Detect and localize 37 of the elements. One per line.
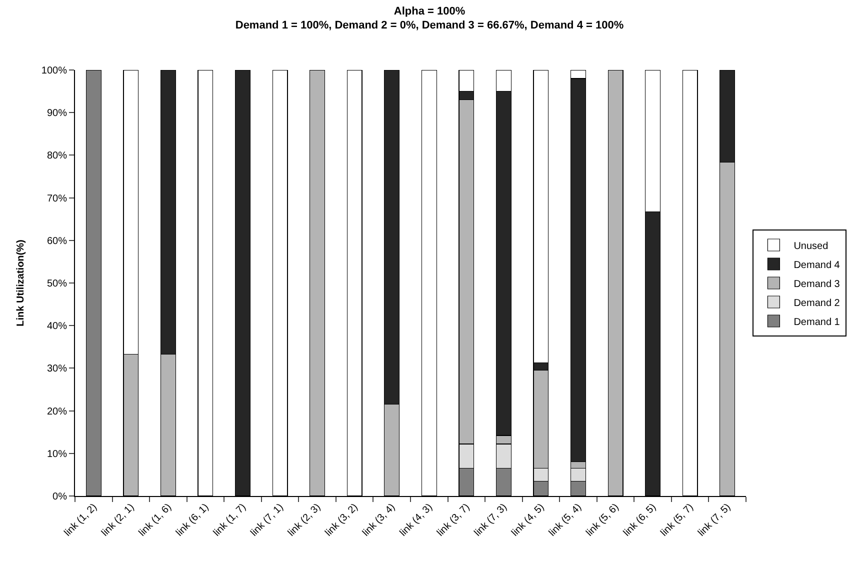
legend-label: Unused (794, 240, 828, 252)
y-tick-label: 60% (46, 236, 68, 247)
legend-label: Demand 4 (794, 260, 840, 271)
y-axis-title: Link Utilization(%) (15, 240, 26, 326)
y-tick-label: 0% (52, 492, 68, 502)
x-tick-label: link (3, 4) (360, 502, 398, 539)
x-tick-label: link (1, 7) (212, 502, 248, 539)
y-tick-label: 20% (46, 406, 68, 418)
x-tick-label: link (5, 7) (658, 502, 696, 539)
x-tick-label: link (4, 5) (510, 502, 547, 539)
x-tick-label: link (7, 3) (472, 502, 510, 539)
y-tick-label: 90% (46, 108, 68, 120)
y-tick-label: 70% (46, 193, 68, 204)
legend-label: Demand 2 (794, 298, 840, 309)
chart-subtitle: Demand 1 = 100%, Demand 2 = 0%, Demand 3 = 66.67%, Demand 4 = 100% (235, 20, 624, 32)
x-tick-label: link (6, 1) (174, 502, 212, 539)
x-tick-label: link (2, 3) (286, 502, 323, 539)
x-tick-label: link (1, 6) (136, 502, 174, 539)
y-tick-label: 40% (46, 321, 68, 332)
chart-title: Alpha = 100% (394, 5, 466, 18)
legend-label: Demand 3 (794, 278, 840, 290)
y-tick-label: 100% (41, 66, 68, 76)
x-tick-label: link (7, 1) (248, 502, 286, 539)
x-tick-label: link (1, 2) (62, 502, 100, 539)
x-tick-label: link (4, 3) (398, 502, 435, 539)
x-tick-label: link (2, 1) (100, 502, 137, 539)
x-tick-label: link (7, 5) (696, 502, 734, 539)
x-tick-label: link (5, 4) (547, 502, 584, 539)
y-tick-label: 80% (46, 150, 68, 162)
x-tick-label: link (6, 5) (622, 502, 658, 539)
y-tick-label: 10% (46, 448, 68, 460)
x-tick-label: link (3, 2) (323, 502, 360, 539)
x-tick-label: link (5, 6) (584, 502, 622, 539)
x-tick-label: link (3, 7) (435, 502, 472, 539)
y-tick-label: 50% (46, 278, 68, 290)
y-tick-label: 30% (46, 364, 68, 375)
legend-label: Demand 1 (794, 316, 840, 328)
